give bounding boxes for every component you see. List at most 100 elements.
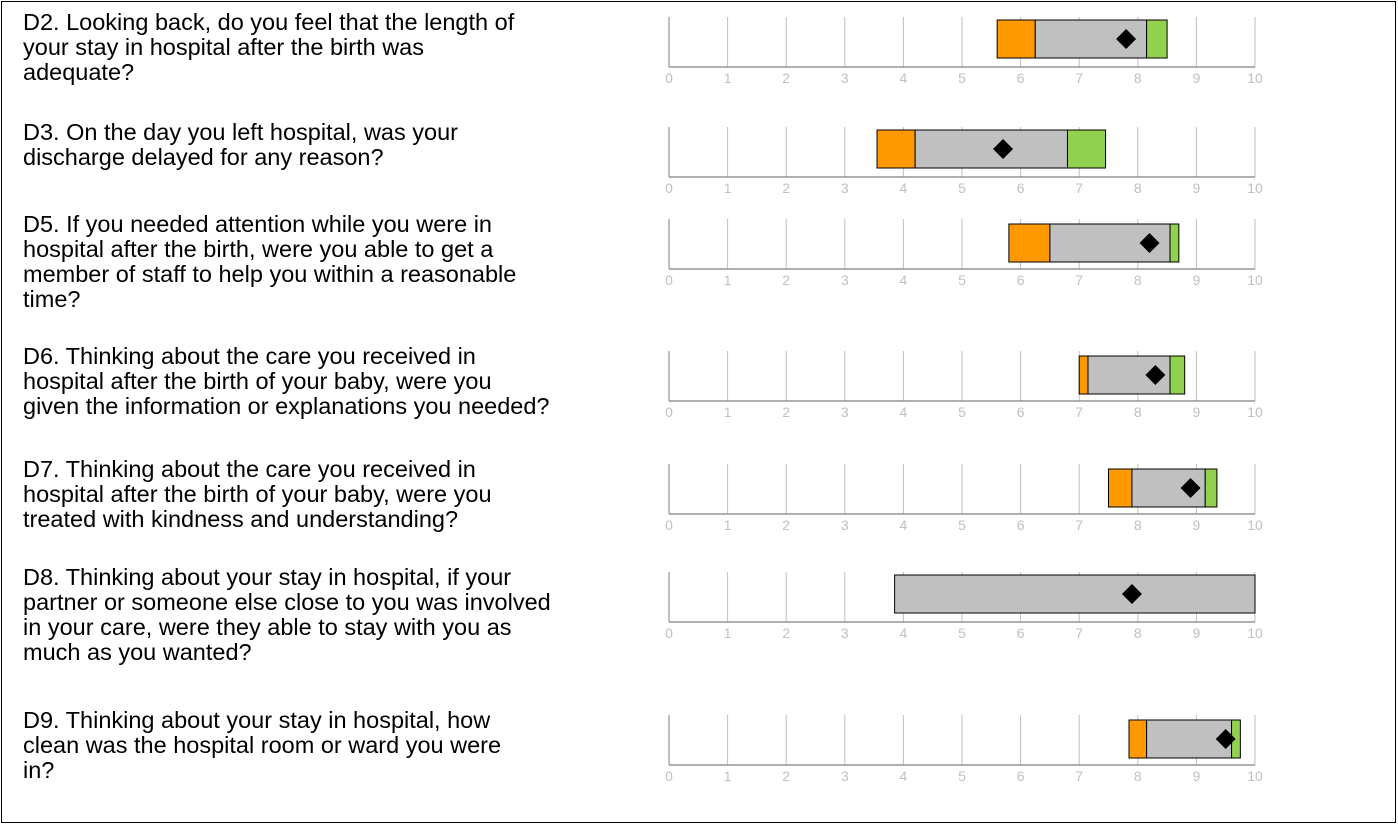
- tick-label: 10: [1247, 517, 1263, 533]
- tick-label: 6: [1017, 272, 1025, 288]
- tick-label: 0: [665, 625, 673, 641]
- upper-band-bar: [1169, 223, 1180, 263]
- tick-label: 0: [665, 404, 673, 420]
- tick-label: 1: [724, 70, 732, 86]
- tick-label: 4: [900, 180, 908, 196]
- question-row: D2. Looking back, do you feel that the l…: [2, 10, 1396, 114]
- tick-label: 8: [1134, 180, 1142, 196]
- tick-label: 7: [1075, 70, 1083, 86]
- tick-label: 3: [841, 70, 849, 86]
- tick-label: 1: [724, 404, 732, 420]
- tick-label: 0: [665, 272, 673, 288]
- tick-label: 10: [1247, 404, 1263, 420]
- tick-label: 7: [1075, 517, 1083, 533]
- tick-label: 3: [841, 625, 849, 641]
- tick-label: 0: [665, 180, 673, 196]
- score-marker: [1116, 29, 1137, 49]
- lower-band-bar: [1078, 355, 1089, 395]
- tick-label: 1: [724, 272, 732, 288]
- tick-label: 10: [1247, 625, 1263, 641]
- tick-label: 2: [782, 180, 790, 196]
- tick-label: 7: [1075, 625, 1083, 641]
- tick-label: 0: [665, 70, 673, 86]
- tick-label: 1: [724, 180, 732, 196]
- tick-label: 9: [1193, 768, 1201, 784]
- tick-label: 5: [958, 768, 966, 784]
- range-chart: 0 1 2 3 4 5 6 7 8 9 10: [665, 17, 1263, 86]
- tick-label: 10: [1247, 768, 1263, 784]
- tick-label: 6: [1017, 70, 1025, 86]
- tick-label: 6: [1017, 517, 1025, 533]
- score-marker: [1121, 584, 1142, 604]
- tick-label: 5: [958, 70, 966, 86]
- score-marker: [993, 139, 1014, 159]
- range-chart: 0 1 2 3 4 5 6 7 8 9 10: [665, 219, 1263, 288]
- tick-label: 4: [900, 768, 908, 784]
- lower-band-bar: [876, 129, 916, 169]
- tick-label: 2: [782, 404, 790, 420]
- tick-label: 5: [958, 180, 966, 196]
- question-text: D3. On the day you left hospital, was yo…: [23, 119, 458, 170]
- tick-label: 4: [900, 517, 908, 533]
- question-text: D7. Thinking about the care you received…: [23, 456, 492, 532]
- range-chart: 0 1 2 3 4 5 6 7 8 9 10: [665, 715, 1263, 784]
- tick-label: 10: [1247, 272, 1263, 288]
- range-chart: 0 1 2 3 4 5 6 7 8 9 10: [665, 572, 1263, 641]
- tick-label: 1: [724, 768, 732, 784]
- tick-label: 7: [1075, 180, 1083, 196]
- tick-label: 0: [665, 768, 673, 784]
- tick-label: 3: [841, 517, 849, 533]
- tick-label: 5: [958, 272, 966, 288]
- upper-band-bar: [1204, 468, 1218, 508]
- tick-label: 8: [1134, 625, 1142, 641]
- question-row: D7. Thinking about the care you received…: [2, 457, 1396, 557]
- tick-label: 1: [724, 517, 732, 533]
- tick-label: 8: [1134, 768, 1142, 784]
- middle-band-bar: [914, 129, 1068, 169]
- tick-label: 8: [1134, 517, 1142, 533]
- tick-label: 0: [665, 517, 673, 533]
- tick-label: 7: [1075, 272, 1083, 288]
- tick-label: 6: [1017, 625, 1025, 641]
- tick-label: 2: [782, 272, 790, 288]
- lower-band-bar: [1108, 468, 1133, 508]
- tick-label: 2: [782, 768, 790, 784]
- tick-label: 4: [900, 272, 908, 288]
- tick-label: 9: [1193, 404, 1201, 420]
- question-row: D6. Thinking about the care you received…: [2, 344, 1396, 452]
- score-marker: [1139, 233, 1160, 253]
- score-marker: [1215, 729, 1236, 749]
- upper-band-bar: [1169, 355, 1186, 395]
- tick-label: 9: [1193, 625, 1201, 641]
- tick-label: 8: [1134, 272, 1142, 288]
- tick-label: 7: [1075, 768, 1083, 784]
- tick-label: 6: [1017, 404, 1025, 420]
- tick-label: 9: [1193, 180, 1201, 196]
- upper-band-bar: [1146, 19, 1168, 59]
- tick-label: 5: [958, 625, 966, 641]
- question-row: D5. If you needed attention while you we…: [2, 212, 1396, 340]
- range-chart: 0 1 2 3 4 5 6 7 8 9 10: [665, 351, 1263, 420]
- tick-label: 8: [1134, 70, 1142, 86]
- question-text: D8. Thinking about your stay in hospital…: [23, 564, 551, 665]
- question-row: D8. Thinking about your stay in hospital…: [2, 565, 1396, 703]
- tick-label: 10: [1247, 70, 1263, 86]
- tick-label: 2: [782, 70, 790, 86]
- tick-label: 6: [1017, 768, 1025, 784]
- tick-label: 3: [841, 404, 849, 420]
- middle-band-bar: [894, 574, 1256, 614]
- question-text: D6. Thinking about the care you received…: [23, 343, 550, 419]
- tick-label: 9: [1193, 70, 1201, 86]
- lower-band-bar: [1128, 719, 1148, 759]
- range-chart: 0 1 2 3 4 5 6 7 8 9 10: [665, 127, 1263, 196]
- tick-label: 3: [841, 272, 849, 288]
- tick-label: 2: [782, 517, 790, 533]
- tick-label: 3: [841, 768, 849, 784]
- question-text: D2. Looking back, do you feel that the l…: [23, 9, 515, 85]
- tick-label: 7: [1075, 404, 1083, 420]
- tick-label: 9: [1193, 517, 1201, 533]
- tick-label: 4: [900, 404, 908, 420]
- upper-band-bar: [1066, 129, 1107, 169]
- tick-label: 3: [841, 180, 849, 196]
